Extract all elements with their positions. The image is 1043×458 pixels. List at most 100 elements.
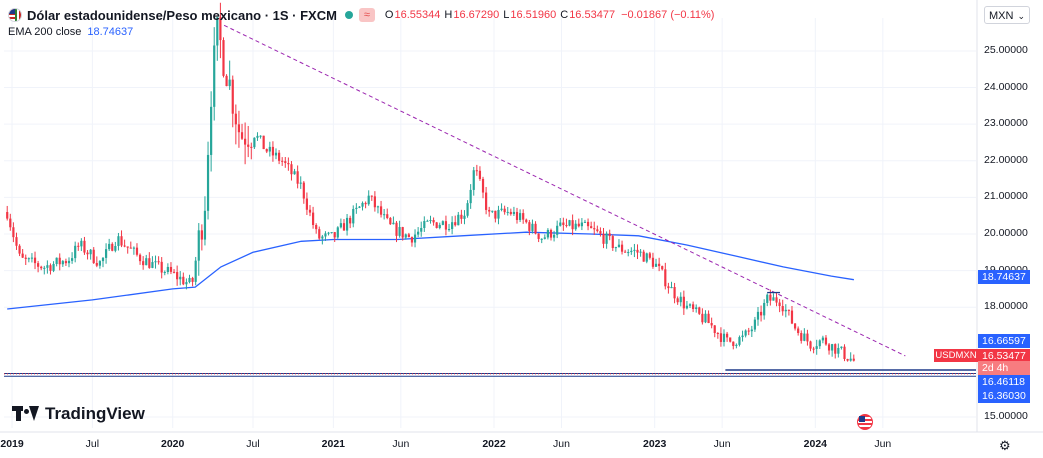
candle-body <box>179 276 182 280</box>
candle-body <box>30 257 34 259</box>
price-tick-label: 24.00000 <box>984 80 1028 93</box>
candle-body <box>775 297 778 303</box>
candle-body <box>500 208 503 210</box>
candle-body <box>404 234 407 238</box>
candle-body <box>738 337 741 345</box>
symbol-title[interactable]: Dólar estadounidense/Peso mexicano · 1S … <box>27 7 337 23</box>
candle-body <box>117 236 120 246</box>
candle-body <box>188 277 191 283</box>
candle-body <box>95 262 98 266</box>
candle-body <box>250 146 253 148</box>
time-tick-label: Jun <box>713 438 731 450</box>
candle-body <box>281 160 284 162</box>
candle-body <box>40 266 43 269</box>
candle-body <box>305 198 309 210</box>
candle-body <box>278 152 281 161</box>
candle-body <box>515 211 519 220</box>
candle-body <box>596 229 599 232</box>
candle-body <box>639 251 642 253</box>
market-status-icon[interactable] <box>344 11 353 19</box>
candle-body <box>769 294 772 301</box>
candle-body <box>395 222 398 236</box>
candle-body <box>370 195 373 197</box>
usd-mxn-flag-icon <box>8 8 22 22</box>
drawings <box>4 24 976 377</box>
candle-body <box>262 135 265 150</box>
support-top-badge: 16.66597 <box>978 334 1030 348</box>
time-tick-label: 2022 <box>482 438 506 450</box>
candle-body <box>123 245 126 247</box>
candle-body <box>534 223 537 234</box>
candle-body <box>129 247 132 249</box>
candle-body <box>413 234 417 243</box>
tradingview-logo-icon <box>12 406 40 422</box>
candle-body <box>345 217 349 231</box>
candle-body <box>843 346 846 359</box>
candle-body <box>481 178 485 193</box>
candle-body <box>330 232 333 234</box>
candle-body <box>80 240 83 247</box>
candle-body <box>308 209 312 213</box>
candle-body <box>203 210 207 240</box>
candle-body <box>398 227 401 236</box>
candle-body <box>812 348 815 350</box>
candle-body <box>840 346 843 348</box>
candle-body <box>602 233 605 244</box>
candle-body <box>658 263 661 267</box>
time-tick-label: Jul <box>246 438 260 450</box>
candle-body <box>33 257 37 264</box>
ema-price-badge: 18.74637 <box>978 270 1030 284</box>
candle-body <box>793 323 797 329</box>
candle-body <box>682 296 685 309</box>
time-tick-label: 2023 <box>642 438 667 450</box>
candle-body <box>120 236 123 246</box>
price-tick-label: 21.00000 <box>984 190 1028 203</box>
economic-event-icon[interactable] <box>857 414 873 430</box>
candle-body <box>512 211 516 215</box>
candle-body <box>556 225 559 235</box>
candle-body <box>86 252 89 255</box>
candle-body <box>52 263 55 271</box>
candle-body <box>37 263 40 267</box>
candle-body <box>454 222 457 226</box>
candle-body <box>565 225 568 227</box>
candle-body <box>778 302 781 307</box>
candle-body <box>389 217 392 225</box>
candle-body <box>593 228 596 230</box>
gear-icon[interactable]: ⚙ <box>999 438 1011 453</box>
candle-body <box>18 245 21 254</box>
candle-body <box>247 144 250 147</box>
candle-body <box>766 294 769 303</box>
candle-body <box>132 247 135 249</box>
candle-body <box>324 233 327 237</box>
candle-body <box>528 222 531 231</box>
ema-legend[interactable]: EMA 200 close 18.74637 <box>8 26 133 38</box>
support-mid-badge: 16.46118 <box>978 375 1030 389</box>
candle-body <box>447 229 451 231</box>
candle-body <box>725 333 729 338</box>
candle-body <box>837 347 840 354</box>
candle-body <box>401 227 404 238</box>
candle-body <box>608 233 611 237</box>
price-tick-label: 25.00000 <box>984 43 1028 56</box>
candle-body <box>568 220 571 226</box>
tradingview-logo[interactable]: TradingView <box>12 404 145 424</box>
candle-body <box>497 209 500 219</box>
candle-body <box>154 261 157 263</box>
candle-body <box>176 272 179 280</box>
candle-body <box>244 138 247 145</box>
candle-body <box>225 75 228 87</box>
candle-body <box>695 307 698 310</box>
candle-body <box>64 261 68 264</box>
alert-toggle-button[interactable]: ≈ <box>358 8 375 22</box>
candle-body <box>627 252 630 254</box>
currency-selector[interactable]: MXN ⌄ <box>984 6 1030 24</box>
candle-body <box>43 267 46 269</box>
candle-body <box>772 297 775 301</box>
candle-body <box>648 253 651 258</box>
price-tick-label: 20.00000 <box>984 226 1028 239</box>
candle-body <box>552 234 556 238</box>
candle-body <box>824 337 828 345</box>
candle-body <box>290 164 293 175</box>
